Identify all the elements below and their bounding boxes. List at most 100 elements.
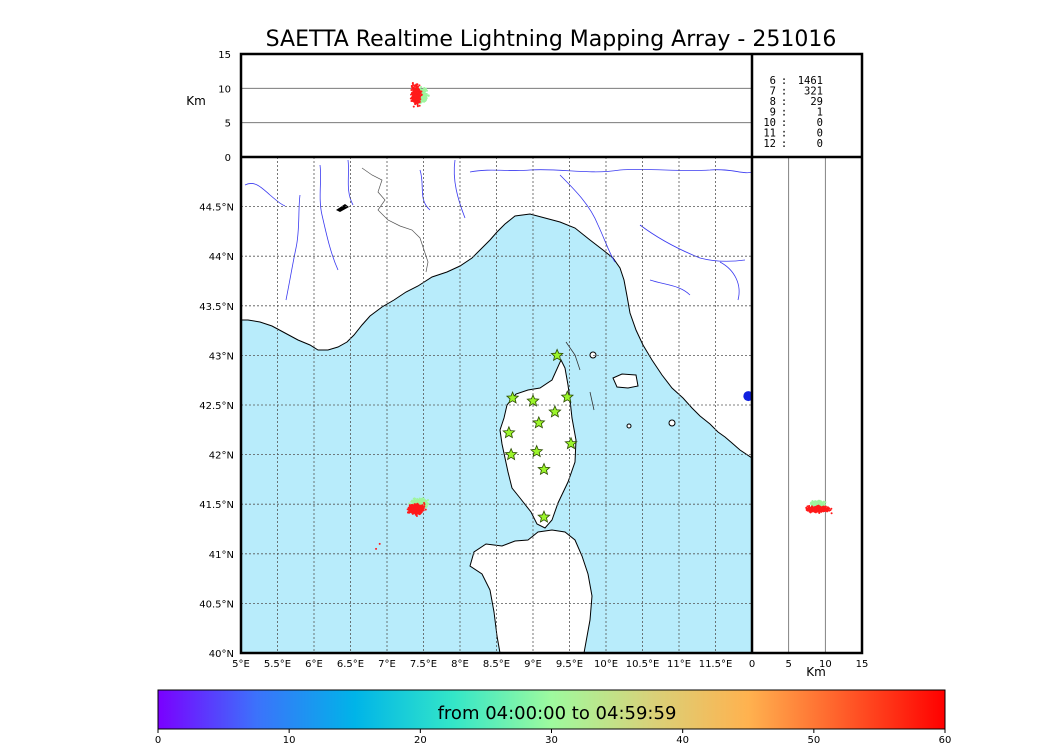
lon-tick-label: 6.5°E: [337, 659, 364, 670]
map-graticule: [241, 157, 752, 653]
elba-island: [612, 373, 639, 389]
lightning-source: [413, 97, 416, 100]
stat-source-count: 0: [817, 117, 823, 129]
lightning-source: [826, 506, 829, 509]
lightning-source: [812, 508, 815, 511]
stat-source-count: 1: [817, 107, 823, 119]
lightning-source: [416, 97, 419, 100]
figure-title: SAETTA Realtime Lightning Mapping Array …: [266, 27, 837, 52]
river: [559, 174, 616, 263]
stat-separator: :: [781, 86, 787, 98]
stat-source-count: 0: [817, 138, 823, 150]
lake: [336, 204, 349, 212]
lightning-source: [416, 102, 419, 105]
lightning-source-older: [411, 499, 414, 502]
lightning-source: [408, 510, 411, 513]
lightning-source-older: [425, 89, 428, 92]
lat-tick-label: 42.5°N: [199, 401, 234, 412]
lightning-source: [410, 503, 413, 506]
lon-tick-label: 6°E: [305, 659, 323, 670]
side-tick-label: 10: [819, 659, 832, 670]
lat-tick-label: 41°N: [209, 550, 234, 561]
lightning-source: [406, 508, 409, 511]
lightning-source: [413, 503, 416, 506]
side-panel-points: [805, 499, 833, 515]
colorbar-label: from 04:00:00 to 04:59:59: [438, 703, 677, 724]
lon-tick-label: 11.5°E: [699, 659, 733, 670]
stat-separator: :: [781, 128, 787, 140]
river: [719, 261, 740, 301]
lightning-source-older: [420, 85, 423, 88]
lat-tick-label: 43.5°N: [199, 302, 234, 313]
lightning-source: [414, 91, 417, 94]
lightning-cluster-map: [375, 497, 430, 550]
lightning-source: [423, 503, 426, 506]
lightning-source: [814, 508, 817, 511]
lightning-source: [823, 506, 826, 509]
lightning-source: [806, 505, 809, 508]
stat-separator: :: [781, 75, 787, 87]
lat-tick-label: 44°N: [209, 252, 234, 263]
lightning-source: [411, 93, 414, 96]
lightning-source: [420, 90, 423, 93]
lightning-source: [412, 105, 415, 108]
stat-station-count: 10: [763, 117, 776, 129]
lightning-source: [419, 512, 422, 515]
lightning-source: [407, 506, 410, 509]
lightning-source: [413, 505, 416, 508]
coastal-detail: [589, 391, 595, 411]
stat-station-count: 11: [763, 128, 776, 140]
stat-station-count: 6: [770, 75, 776, 87]
longitude-ticks: 5°E 5.5°E 6°E 6.5°E 7°E 7.5°E 8°E 8.5°E 9°E 9.5°E…: [232, 659, 732, 670]
lightning-source: [411, 99, 414, 102]
lat-tick-label: 40°N: [209, 649, 234, 660]
mainland-landmass: [241, 157, 752, 459]
stats-background: [752, 54, 862, 157]
river: [469, 169, 752, 174]
stat-separator: :: [781, 107, 787, 119]
lat-tick-label: 43°N: [209, 351, 234, 362]
top-panel-points: [409, 82, 430, 108]
lightning-source: [807, 508, 810, 511]
lightning-source-older: [822, 502, 825, 505]
lightning-source: [415, 507, 418, 510]
giglio-island: [668, 419, 676, 427]
lightning-source-older: [427, 502, 430, 505]
lon-tick-label: 5°E: [232, 659, 250, 670]
stat-station-count: 9: [770, 107, 776, 119]
lightning-source-older: [824, 501, 827, 504]
lightning-source: [830, 512, 833, 515]
lightning-source: [817, 504, 820, 507]
lightning-source: [423, 505, 426, 508]
height-tick-label: 5: [225, 119, 231, 130]
lightning-source: [420, 94, 423, 97]
lightning-source: [415, 89, 418, 92]
colorbar-tick-label: 30: [545, 735, 558, 746]
height-tick-label: 10: [218, 84, 231, 95]
lat-tick-label: 44.5°N: [199, 203, 234, 214]
lightning-source-older: [422, 96, 425, 99]
lightning-source: [808, 507, 811, 510]
side-tick-label: 15: [856, 659, 869, 670]
lightning-source: [378, 542, 381, 545]
top-panel-background: [241, 54, 752, 157]
lightning-source: [816, 508, 819, 511]
lightning-source: [415, 83, 418, 86]
lon-tick-label: 11°E: [667, 659, 691, 670]
lightning-source-older: [408, 502, 411, 505]
colorbar-ticks: 0 10 20 30 40 50 60: [155, 729, 952, 746]
station-star-icon: [504, 447, 518, 461]
side-xlabel: Km: [806, 665, 826, 679]
colorbar: [157, 689, 946, 730]
river: [347, 159, 354, 206]
colorbar-tick-label: 60: [939, 735, 952, 746]
river: [285, 194, 301, 301]
lma-stations: [502, 348, 578, 523]
lightning-source: [411, 507, 414, 510]
stat-separator: :: [781, 96, 787, 108]
lightning-source: [410, 85, 413, 88]
lightning-source: [810, 510, 813, 513]
lon-tick-label: 10.5°E: [626, 659, 660, 670]
colorbar-tick-label: 10: [283, 735, 296, 746]
